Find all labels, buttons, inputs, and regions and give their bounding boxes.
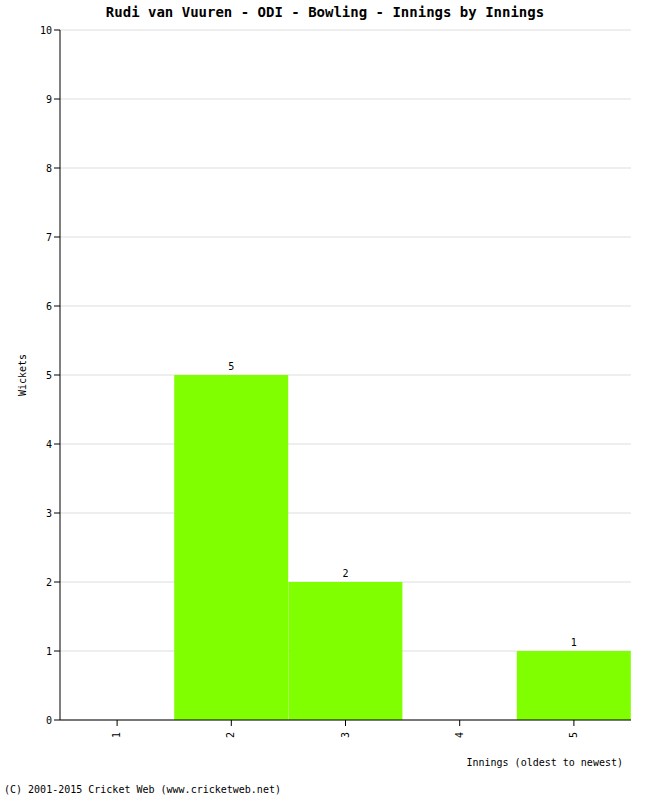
html-text:Rudi van Vuuren - ODI - Bowlin: Rudi van Vuuren - ODI - Bowling - Inning…: [105, 4, 545, 20]
svg-text:4: 4: [454, 732, 465, 738]
svg-text:4: 4: [46, 439, 52, 450]
svg-text:7: 7: [46, 232, 52, 243]
svg-text:1: 1: [46, 646, 52, 657]
svg-text:8: 8: [46, 163, 52, 174]
svg-text:1: 1: [571, 637, 577, 648]
svg-text:10: 10: [40, 25, 52, 36]
svg-text:3: 3: [340, 732, 351, 738]
svg-text:9: 9: [46, 94, 52, 105]
svg-text:Wickets: Wickets: [17, 354, 28, 396]
svg-text:0: 0: [46, 715, 52, 726]
svg-text:2: 2: [225, 732, 236, 738]
svg-text:5: 5: [228, 361, 234, 372]
svg-text:5: 5: [46, 370, 52, 381]
svg-text:5: 5: [568, 732, 579, 738]
svg-text:2: 2: [342, 568, 348, 579]
svg-text:3: 3: [46, 508, 52, 519]
svg-text:1: 1: [111, 732, 122, 738]
svg-text:Innings (oldest to newest): Innings (oldest to newest): [466, 757, 623, 768]
html-text:(C) 2001-2015 Cricket Web (www: (C) 2001-2015 Cricket Web (www.cricketwe…: [4, 784, 281, 795]
svg-text:6: 6: [46, 301, 52, 312]
svg-text:2: 2: [46, 577, 52, 588]
